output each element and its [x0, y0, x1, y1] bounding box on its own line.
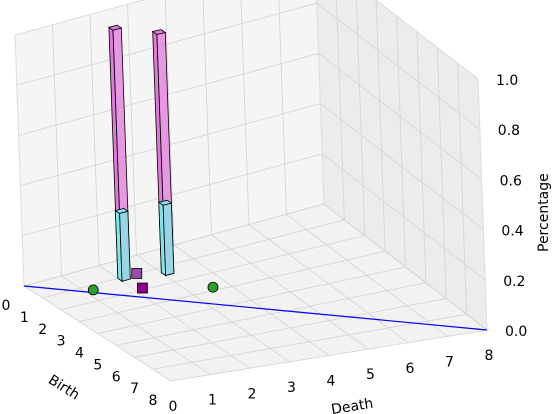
z-axis-label: Percentage — [536, 173, 552, 252]
z-tick-label: 0.0 — [505, 324, 527, 340]
x-axis-label: Birth — [45, 372, 82, 403]
point-0 — [87, 284, 99, 296]
y-tick-label: 3 — [287, 380, 296, 396]
y-tick-label: 0 — [169, 399, 178, 414]
z-tick-label: 0.8 — [498, 123, 520, 139]
bar-2 — [157, 199, 175, 277]
bar-3 — [114, 207, 131, 282]
x-tick-label: 3 — [57, 334, 66, 350]
x-tick-label: 0 — [2, 298, 11, 314]
edge — [316, 0, 325, 205]
floor-pane — [24, 204, 487, 381]
x-tick-label: 1 — [20, 310, 29, 326]
y-tick-label: 2 — [248, 386, 257, 402]
x-tick-label: 7 — [130, 381, 139, 397]
z-tick-label: 0.2 — [503, 274, 525, 290]
z-tick-label: 1.0 — [496, 73, 518, 89]
y-tick-label: 6 — [406, 361, 415, 377]
y-axis-label: Death — [330, 396, 374, 414]
bar-face-top — [107, 24, 123, 31]
point-1 — [207, 281, 219, 293]
gridline-z — [14, 0, 479, 80]
x-tick-label: 4 — [75, 346, 84, 362]
y-tick-label: 8 — [485, 348, 494, 364]
x-tick-label: 2 — [38, 322, 47, 338]
point-2 — [131, 268, 143, 279]
y-tick-label: 5 — [366, 367, 375, 383]
bars-layer — [107, 24, 175, 282]
y-tick-label: 4 — [327, 374, 336, 390]
axis-edges — [14, 0, 488, 331]
point-3 — [137, 282, 148, 294]
y-tick-label: 7 — [445, 354, 454, 370]
x-tick-label: 6 — [112, 369, 121, 385]
bar-face-top — [151, 29, 167, 35]
bar-face-top — [157, 199, 173, 206]
x-tick-label: 8 — [149, 393, 158, 409]
points-layer — [87, 268, 219, 296]
z-tick-label: 0.4 — [501, 224, 523, 240]
diagonal-line — [23, 285, 488, 331]
y-tick-label: 1 — [208, 393, 217, 409]
x-tick-label: 5 — [93, 357, 102, 373]
edge — [477, 78, 488, 331]
edge — [14, 34, 25, 287]
bar-face-top — [114, 207, 129, 214]
z-tick-label: 0.6 — [500, 173, 522, 189]
diagonal-line-layer — [23, 285, 488, 331]
